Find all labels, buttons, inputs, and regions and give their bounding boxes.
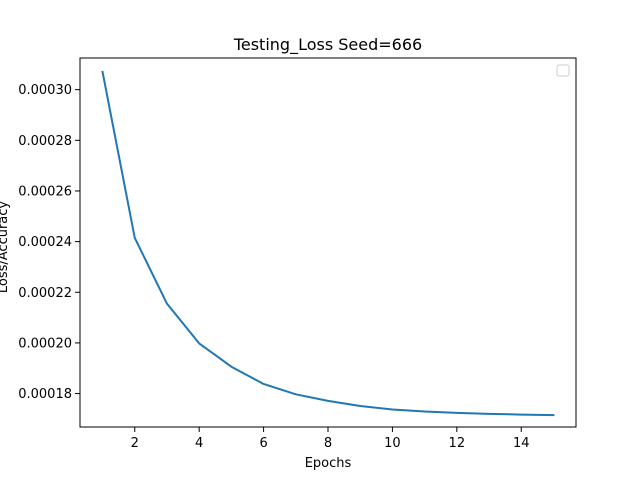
x-tick-label: 14 [513, 436, 530, 451]
legend-box [556, 64, 570, 77]
axes-frame [79, 57, 577, 428]
x-tick-label: 12 [449, 436, 466, 451]
x-tick-label: 8 [324, 436, 332, 451]
x-tick-label: 2 [131, 436, 139, 451]
y-axis: 0.00018 0.00020 0.00022 0.00024 0.00026 0.000… [18, 83, 80, 402]
chart-title: Testing_Loss Seed=666 [233, 35, 422, 55]
series-layer [101, 70, 555, 417]
y-tick-label: 0.00026 [18, 184, 72, 199]
x-tick-label: 10 [384, 436, 401, 451]
x-axis: 2 4 6 8 10 12 14 [131, 427, 530, 451]
series-line [101, 70, 555, 417]
y-tick-label: 0.00022 [18, 286, 72, 301]
x-tick-label: 6 [259, 436, 267, 451]
x-tick-label: 4 [195, 436, 203, 451]
legend [556, 64, 570, 77]
y-tick-label: 0.00018 [18, 387, 72, 402]
plot-area [79, 57, 577, 428]
x-axis-label: Epochs [305, 456, 352, 471]
y-tick-label: 0.00020 [18, 336, 72, 351]
y-axis-label: Loss/Accuracy [0, 201, 11, 294]
y-tick-label: 0.00028 [18, 134, 72, 149]
y-tick-label: 0.00030 [18, 83, 72, 98]
y-tick-label: 0.00024 [18, 235, 72, 250]
